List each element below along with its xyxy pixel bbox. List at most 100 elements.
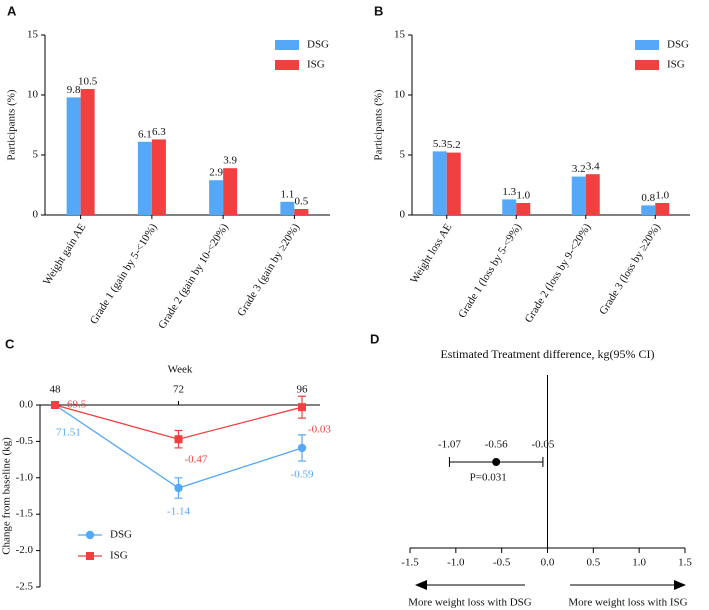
x-tick-label: Grade 3 (loss by ≥20%) [597,221,663,317]
bar [571,176,586,215]
y-axis-label: Participants (%) [6,89,18,161]
marker [297,443,307,453]
p-value: P=0.031 [470,472,507,484]
value-label: 0.5 [295,196,309,208]
value-label: 5.3 [433,138,447,150]
left-arrow-label: More weight loss with DSG [408,597,532,609]
y-tick-label: 0 [400,209,406,221]
y-tick-label: -2.0 [16,544,34,556]
legend-swatch [275,40,299,50]
x-tick-label: 96 [297,384,309,396]
bar [432,151,447,215]
bar [641,205,656,215]
legend-label: DSG [307,39,329,51]
estimate-point [492,458,501,466]
x-tick-label: Grade 2 (gain by 10-<20%) [156,221,231,331]
chart-title: Estimated Treatment difference, kg(95% C… [440,347,654,361]
y-tick-label: 10 [27,89,39,101]
legend-swatch [635,60,659,70]
value-label: 1.0 [655,190,669,202]
panel-label: D [370,331,379,346]
x-tick-label: Grade 3 (gain by ≥20%) [235,221,302,318]
bar [294,209,309,215]
marker [51,401,59,409]
bar [137,141,152,215]
value-label: 3.2 [572,163,586,175]
y-tick-label: 15 [394,29,406,41]
x-tick-label: 1.0 [632,557,646,569]
value-label: 9.8 [67,84,81,96]
legend-label: DSG [667,39,689,51]
x-tick-label: Grade 1 (gain by 5-<10%) [88,221,160,326]
left-arrow-head [415,580,427,590]
x-tick-label: 0.5 [586,557,600,569]
bar [585,174,600,215]
value-label: -1.14 [167,506,190,518]
panel-label: B [374,3,383,18]
value-label: 6.1 [138,128,152,140]
bar [280,201,295,215]
value-label: -0.03 [308,424,331,436]
bar [209,180,224,215]
legend-marker [86,552,94,560]
x-tick-label: Weight loss AE [408,221,454,285]
right-arrow-head [674,580,686,590]
y-tick-label: -1.5 [16,508,34,520]
x-tick-label: 72 [173,384,184,396]
legend-swatch [635,40,659,50]
x-tick-label: -0.5 [493,557,511,569]
bar [223,168,238,215]
ci-label: -1.07 [438,439,461,451]
value-label: 1.3 [502,186,516,198]
x-tick-label: 1.5 [678,557,692,569]
y-tick-label: 0.0 [19,399,33,411]
value-label: 1.0 [516,190,530,202]
marker [174,483,183,493]
legend-swatch [275,60,299,70]
x-tick-label: -1.5 [401,557,419,569]
legend-label: ISG [667,59,685,71]
value-label: 1.1 [281,188,295,200]
y-tick-label: -1.0 [16,471,34,483]
x-tick-label: Grade 1 (loss by 5-<9%) [456,221,524,320]
value-label: 3.9 [223,155,237,167]
y-tick-label: 10 [394,89,406,101]
x-tick-label: Grade 2 (loss by 9-<20%) [523,221,594,325]
x-tick-label: -1.0 [447,557,465,569]
x-tick-label: 0.0 [541,557,555,569]
panel-label: A [7,3,17,18]
baseline-label: 69.5 [67,399,87,411]
legend-label: DSG [110,529,132,541]
y-tick-label: -2.5 [16,581,34,593]
y-axis-label: Change from baseline (kg) [1,437,13,555]
value-label: 3.4 [586,161,600,173]
value-label: 6.3 [152,126,166,138]
panel-label: C [5,336,15,351]
baseline-label: 71.51 [56,427,81,439]
estimate-label: -0.56 [485,439,508,451]
y-tick-label: 5 [33,149,39,161]
marker [174,435,183,444]
value-label: -0.59 [291,469,314,481]
x-tick-label: Weight gain AE [41,221,88,287]
bar [655,203,670,215]
y-tick-label: 5 [400,149,406,161]
legend-label: ISG [110,550,128,562]
y-axis-label: Participants (%) [373,89,385,161]
y-tick-label: -0.5 [16,435,34,447]
y-tick-label: 15 [27,29,39,41]
marker [298,403,306,412]
ci-label: -0.05 [531,439,554,451]
right-arrow-label: More weight loss with ISG [568,597,687,609]
bar [66,97,81,215]
bar [446,152,461,215]
legend-label: ISG [307,59,325,71]
bar [516,203,531,215]
bar [80,89,95,215]
value-label: -0.47 [185,453,208,465]
bar [151,139,166,215]
legend-marker [85,530,95,540]
x-tick-label: 48 [50,384,62,396]
value-label: 2.9 [209,167,223,179]
